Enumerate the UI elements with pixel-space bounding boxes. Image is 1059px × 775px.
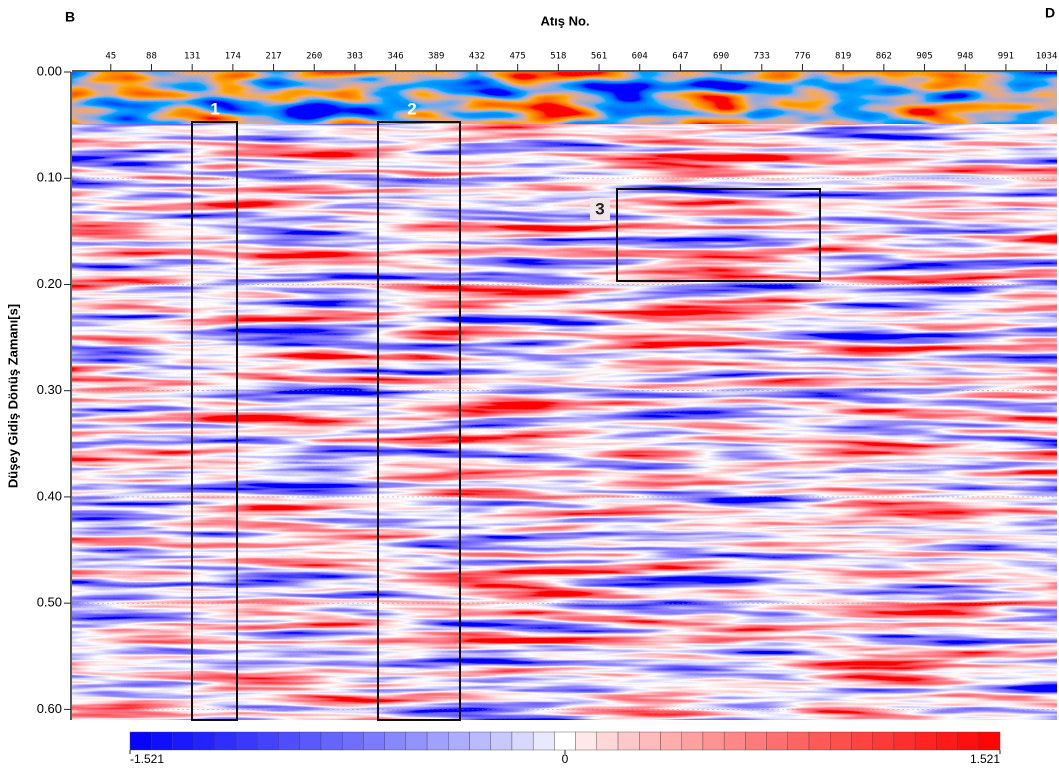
colorbar-cell	[469, 731, 491, 751]
x-tick-label: 647	[672, 52, 688, 62]
x-tick-label: 432	[469, 52, 485, 62]
x-tick-label: 948	[957, 52, 973, 62]
y-tick-label: 0.20	[37, 276, 62, 291]
x-tick-label: 819	[835, 52, 851, 62]
x-tick-label: 45	[105, 52, 116, 62]
colorbar-cell	[384, 731, 407, 751]
x-tick-label: 174	[225, 52, 241, 62]
x-tick-label: 690	[713, 52, 729, 62]
colorbar-cell	[129, 731, 152, 751]
colorbar-cell	[426, 731, 449, 751]
colorbar-cell	[532, 731, 555, 751]
x-tick-label: 389	[428, 52, 444, 62]
colorbar-cell	[702, 731, 725, 751]
colorbar-cell	[235, 731, 258, 751]
x-tick-label: 346	[387, 52, 403, 62]
colorbar-cell	[830, 731, 852, 751]
annotation-bg	[590, 198, 610, 220]
colorbar-cell	[554, 731, 576, 751]
seismic-top	[72, 72, 1057, 124]
annotation: 2	[407, 99, 416, 118]
colorbar-tick-label: -1.521	[130, 752, 164, 766]
seismic-image	[72, 72, 1057, 720]
colorbar-cell	[660, 731, 682, 751]
annotation: 1	[210, 99, 219, 118]
colorbar-cell	[723, 731, 746, 751]
y-tick-label: 0.50	[37, 595, 62, 610]
box	[191, 121, 238, 721]
colorbar-cell	[320, 731, 343, 751]
colorbar-cell	[978, 731, 1001, 751]
corner-label: D	[1045, 5, 1055, 21]
chart-title: Atış No.	[540, 13, 589, 28]
x-tick-label: 475	[510, 52, 526, 62]
corner-label: B	[65, 9, 75, 25]
colorbar-cell	[936, 731, 958, 751]
colorbar-cell	[405, 731, 428, 751]
colorbar-cell	[214, 731, 237, 751]
colorbar-cell	[808, 731, 831, 751]
colorbar-tick-label: 1.521	[970, 752, 1000, 766]
colorbar-cell	[575, 731, 598, 751]
colorbar-cell	[787, 731, 810, 751]
colorbar-cell	[639, 731, 661, 751]
colorbar-cell	[278, 731, 300, 751]
x-tick-label: 561	[591, 52, 607, 62]
colorbar-cell	[766, 731, 789, 751]
colorbar-cell	[193, 731, 216, 751]
x-tick-label: 862	[876, 52, 892, 62]
y-tick-label: 0.00	[37, 63, 62, 78]
x-tick-label: 733	[754, 52, 770, 62]
x-tick-label: 604	[632, 52, 648, 62]
colorbar-cell	[851, 731, 873, 751]
colorbar-cell	[257, 731, 279, 751]
box	[377, 121, 461, 721]
colorbar-cell	[490, 731, 513, 751]
colorbar-cell	[448, 731, 470, 751]
x-tick-label: 303	[347, 52, 363, 62]
x-tick-label: 991	[998, 52, 1014, 62]
y-tick-label: 0.60	[37, 701, 62, 716]
colorbar-cell	[872, 731, 895, 751]
colorbar-tick-label: 0	[562, 752, 569, 766]
x-tick-label: 88	[146, 52, 157, 62]
x-tick-label: 131	[184, 52, 200, 62]
y-axis-label: Düşey Gidiş Dönüş Zamanı[s]	[5, 304, 20, 488]
y-tick-label: 0.10	[37, 170, 62, 185]
colorbar-cell	[151, 731, 173, 751]
y-tick-label: 0.40	[37, 488, 62, 503]
y-tick-label: 0.30	[37, 382, 62, 397]
x-tick-label: 905	[916, 52, 932, 62]
colorbar-cell	[172, 731, 194, 751]
x-tick-label: 1034	[1036, 52, 1058, 62]
x-tick-label: 518	[550, 52, 566, 62]
colorbar-cell	[363, 731, 385, 751]
x-tick-label: 776	[794, 52, 810, 62]
colorbar-cell	[914, 731, 937, 751]
colorbar-cell	[299, 731, 322, 751]
annotation: 3	[595, 199, 604, 218]
colorbar-cell	[893, 731, 916, 751]
colorbar-cell	[596, 731, 619, 751]
colorbar-cell	[957, 731, 979, 751]
colorbar-cell	[511, 731, 534, 751]
colorbar-cell	[617, 731, 640, 751]
colorbar-cell	[745, 731, 767, 751]
colorbar-cell	[681, 731, 704, 751]
x-tick-label: 217	[265, 52, 281, 62]
colorbar-cell	[341, 731, 364, 751]
x-tick-label: 260	[306, 52, 322, 62]
box	[616, 188, 821, 282]
